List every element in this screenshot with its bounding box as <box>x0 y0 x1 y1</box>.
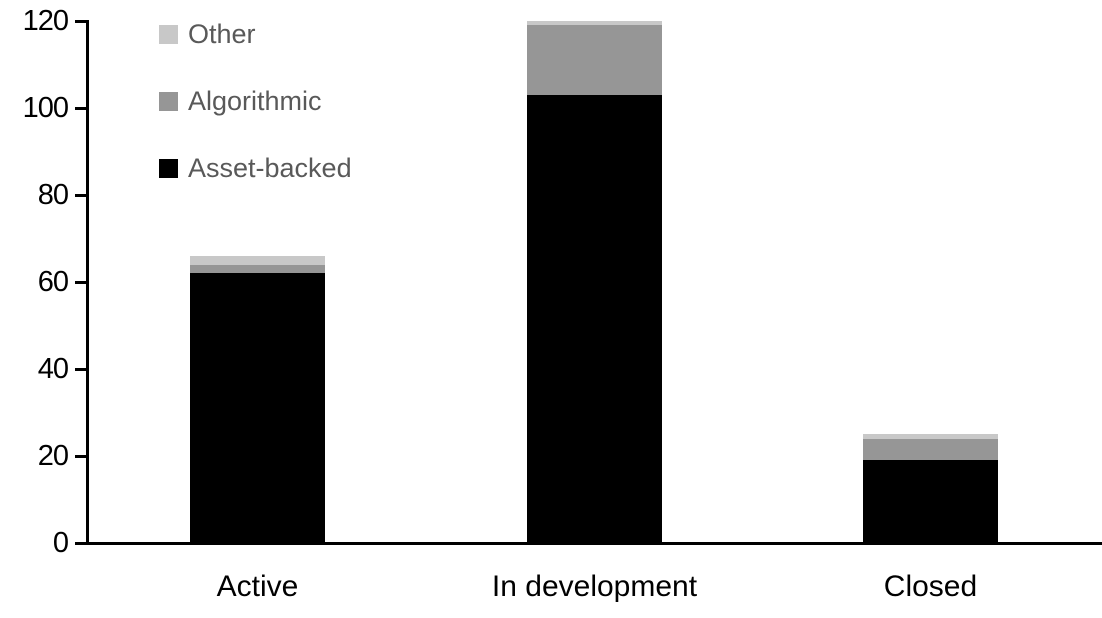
bar-segment-closed-asset-backed <box>863 460 998 543</box>
x-axis-line <box>75 542 1102 545</box>
y-axis-tick-mark-40 <box>75 368 88 371</box>
legend-item-algorithmic: Algorithmic <box>159 84 352 118</box>
bar-segment-closed-algorithmic <box>863 438 998 461</box>
y-axis-tick-label-0: 0 <box>52 527 69 559</box>
legend-label-other: Other <box>188 18 256 49</box>
y-axis-tick-label-60: 60 <box>37 266 69 298</box>
x-axis-category-label-active: Active <box>216 570 299 603</box>
legend-swatch-other-icon <box>159 24 178 44</box>
y-axis-tick-mark-80 <box>75 194 88 197</box>
legend-item-asset-backed: Asset-backed <box>159 151 352 185</box>
y-axis-tick-mark-20 <box>75 455 88 458</box>
bar-segment-in-development-other <box>527 21 662 26</box>
x-axis-category-label-in-development: In development <box>491 570 698 603</box>
y-axis-tick-mark-100 <box>75 107 88 110</box>
bar-segment-closed-other <box>863 434 998 439</box>
y-axis-tick-mark-60 <box>75 281 88 284</box>
legend-item-other: Other <box>159 17 352 51</box>
bar-segment-active-asset-backed <box>190 273 325 543</box>
bar-segment-active-algorithmic <box>190 264 325 274</box>
bar-segment-active-other <box>190 255 325 265</box>
y-axis-tick-label-40: 40 <box>37 353 69 385</box>
legend-swatch-algorithmic-icon <box>159 91 178 111</box>
legend-label-algorithmic: Algorithmic <box>188 85 322 116</box>
legend-label-asset-backed: Asset-backed <box>188 152 352 183</box>
y-axis-tick-mark-120 <box>75 20 88 23</box>
chart-legend: Other Algorithmic Asset-backed <box>159 17 352 218</box>
y-axis-tick-label-80: 80 <box>37 179 69 211</box>
y-axis-tick-mark-0 <box>75 542 88 545</box>
y-axis-tick-label-100: 100 <box>22 92 69 124</box>
y-axis-tick-label-20: 20 <box>37 440 69 472</box>
legend-swatch-asset-backed-icon <box>159 158 178 178</box>
y-axis-tick-label-120: 120 <box>22 5 69 37</box>
bar-segment-in-development-algorithmic <box>527 25 662 95</box>
x-axis-category-label-closed: Closed <box>883 570 978 603</box>
bar-segment-in-development-asset-backed <box>527 94 662 543</box>
